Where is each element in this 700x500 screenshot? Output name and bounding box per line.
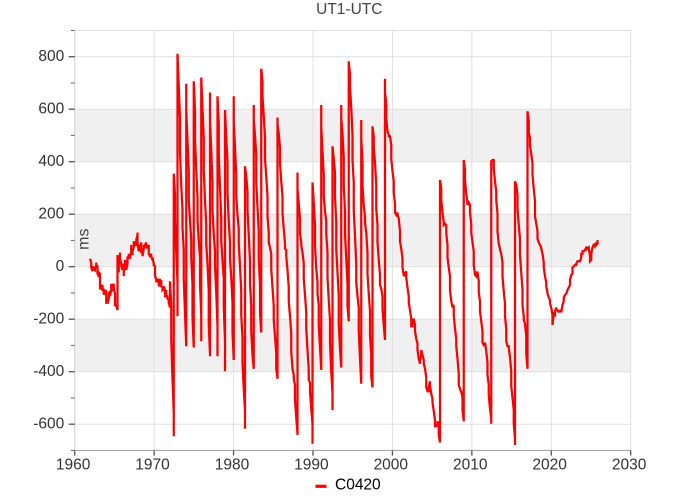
svg-text:2000: 2000	[374, 456, 409, 473]
svg-text:2010: 2010	[453, 456, 488, 473]
svg-text:2030: 2030	[612, 456, 647, 473]
svg-text:UT1-UTC: UT1-UTC	[316, 1, 382, 18]
svg-text:0: 0	[56, 258, 65, 275]
svg-text:600: 600	[38, 101, 64, 118]
svg-text:400: 400	[38, 153, 64, 170]
svg-text:1970: 1970	[135, 456, 170, 473]
svg-text:ms: ms	[75, 229, 92, 250]
svg-text:1960: 1960	[56, 456, 91, 473]
svg-text:2020: 2020	[532, 456, 567, 473]
svg-text:-200: -200	[33, 311, 64, 328]
svg-text:1980: 1980	[215, 456, 250, 473]
svg-text:-600: -600	[33, 416, 64, 433]
svg-text:1990: 1990	[294, 456, 329, 473]
svg-text:-400: -400	[33, 363, 64, 380]
svg-text:C0420: C0420	[335, 477, 381, 494]
svg-text:200: 200	[38, 206, 64, 223]
svg-text:800: 800	[38, 48, 64, 65]
